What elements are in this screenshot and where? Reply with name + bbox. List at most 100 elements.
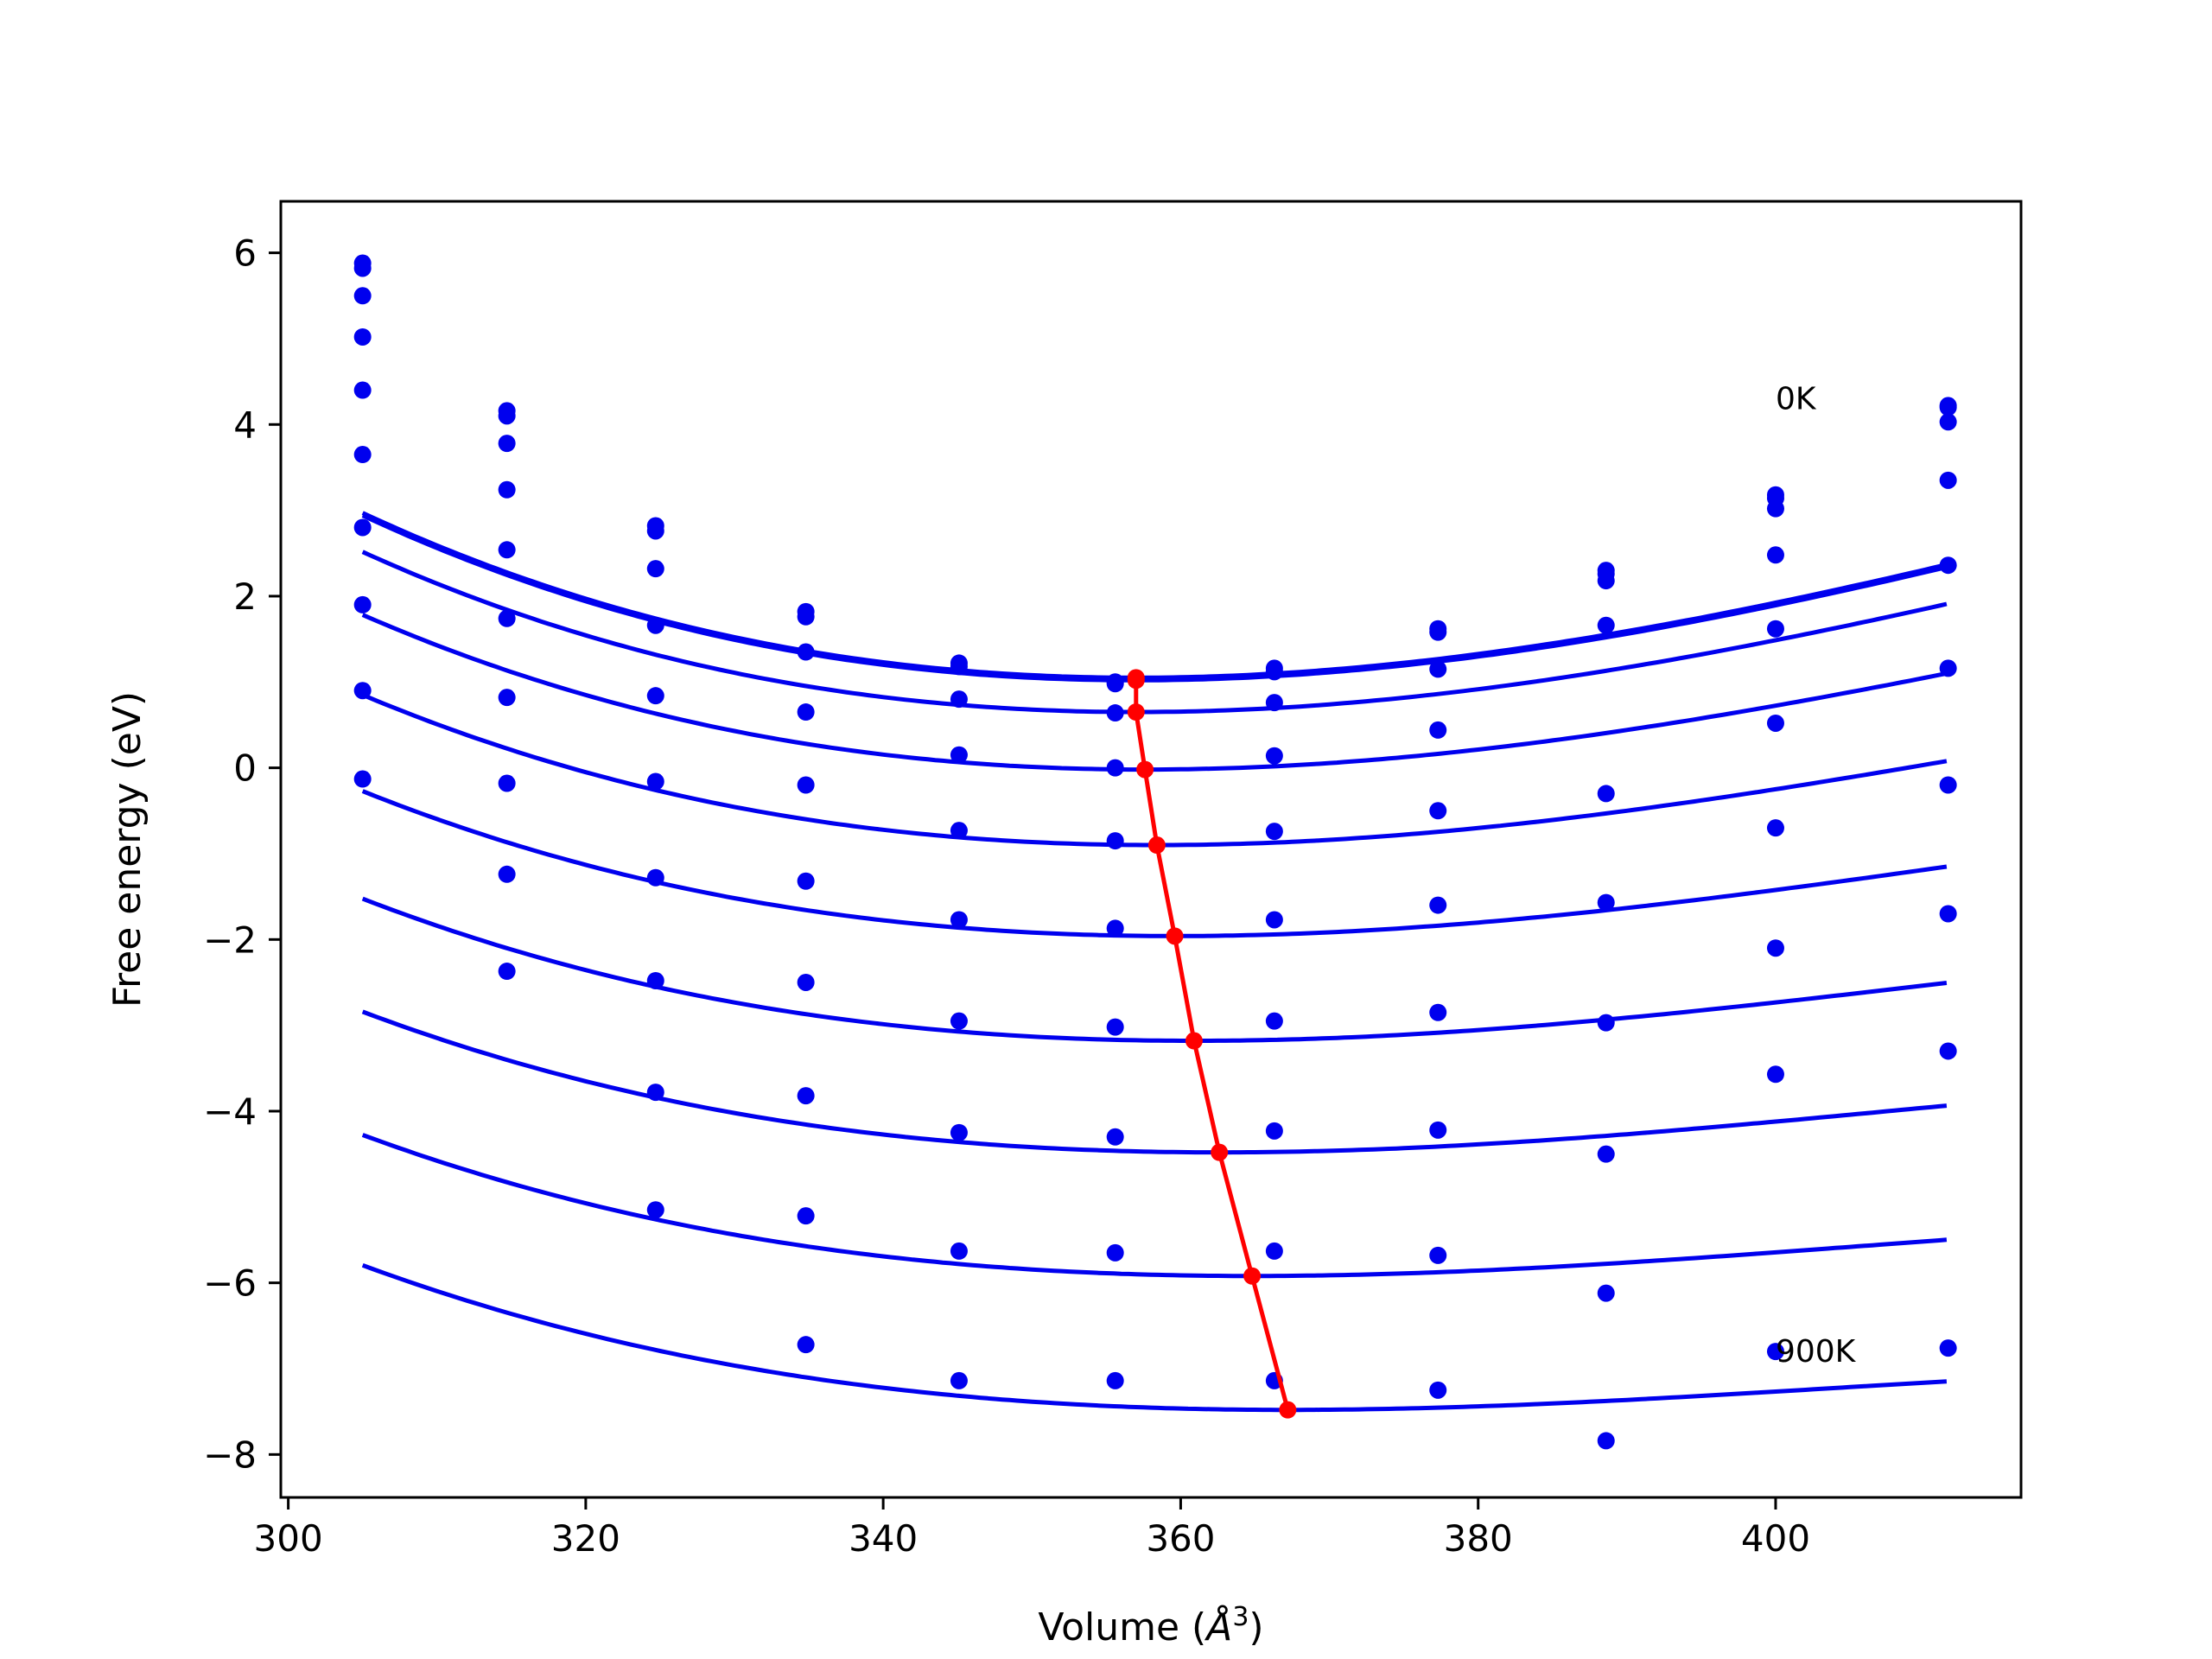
data-point [950, 746, 968, 764]
data-point [950, 1242, 968, 1260]
data-point [498, 609, 516, 627]
data-point [646, 522, 664, 540]
data-point [1429, 1003, 1447, 1021]
data-point [646, 616, 664, 634]
data-point [797, 776, 815, 794]
minimum-point [1136, 760, 1154, 779]
data-point [950, 1371, 968, 1389]
data-point [353, 381, 372, 399]
annotations-layer: 0K 900K [1776, 381, 1857, 1370]
data-point [1429, 1121, 1447, 1139]
y-tick-label: −8 [203, 1433, 257, 1476]
fit-curve-8 [361, 1133, 1948, 1279]
data-point [498, 435, 516, 453]
data-point [1766, 1343, 1784, 1361]
y-tick-label: 6 [233, 232, 257, 275]
data-point [797, 607, 815, 626]
data-point [1265, 823, 1283, 841]
data-point [797, 1336, 815, 1354]
fit-curve-3 [361, 613, 1948, 772]
data-point [1766, 1065, 1784, 1084]
data-point [950, 1012, 968, 1030]
data-point [353, 770, 372, 788]
data-point [646, 868, 664, 887]
minima-path-layer [1127, 669, 1297, 1419]
minimum-point [1127, 703, 1145, 721]
data-point [1597, 572, 1615, 590]
fit-curve-2 [361, 550, 1948, 715]
x-ticks-layer: 300 320 340 360 380 400 [254, 1497, 1810, 1560]
data-point [353, 287, 372, 305]
data-point [1939, 659, 1957, 677]
minimum-point [1279, 1401, 1297, 1419]
x-tick-label: 340 [849, 1517, 918, 1560]
data-point [1939, 776, 1957, 794]
data-point [1106, 919, 1124, 938]
plot-frame [279, 200, 2023, 1499]
data-point [1766, 714, 1784, 732]
data-point [1429, 896, 1447, 914]
fit-curve-5 [361, 789, 1948, 938]
data-point [950, 822, 968, 840]
data-point [646, 1084, 664, 1102]
data-point [646, 687, 664, 705]
data-point [1597, 1284, 1615, 1302]
data-points-layer [353, 254, 1957, 1450]
fit-curves-layer [361, 511, 1948, 1413]
data-point [797, 1207, 815, 1225]
y-tick-label: −4 [203, 1090, 257, 1133]
data-point [950, 1123, 968, 1141]
data-point [1106, 704, 1124, 722]
data-point [1597, 785, 1615, 803]
data-point [1766, 620, 1784, 638]
data-point [1265, 663, 1283, 681]
data-point [353, 446, 372, 464]
data-point [1597, 893, 1615, 912]
data-point [1939, 398, 1957, 416]
data-point [1939, 471, 1957, 489]
x-tick-label: 400 [1741, 1517, 1810, 1560]
x-tick-label: 380 [1444, 1517, 1513, 1560]
data-point [797, 872, 815, 890]
y-tick-label: 0 [233, 747, 257, 790]
data-point [1106, 1128, 1124, 1146]
x-tick-label: 300 [254, 1517, 323, 1560]
data-point [1766, 546, 1784, 564]
y-tick-label: −6 [203, 1262, 257, 1305]
data-point [1429, 721, 1447, 739]
data-point [1597, 1145, 1615, 1163]
data-point [797, 973, 815, 991]
fit-curve-7 [361, 1009, 1948, 1155]
data-point [1429, 660, 1447, 678]
data-point [950, 658, 968, 676]
data-point [1265, 911, 1283, 929]
annotation-label: 900K [1776, 1334, 1857, 1370]
data-point [1106, 1371, 1124, 1389]
data-point [1265, 1122, 1283, 1140]
y-axis-label: Free energy (eV) [105, 691, 149, 1007]
data-point [1939, 1042, 1957, 1060]
data-point [1597, 616, 1615, 634]
minimum-point [1147, 836, 1166, 855]
annotation-label: 0K [1776, 381, 1817, 416]
data-point [646, 772, 664, 791]
data-point [950, 911, 968, 929]
data-point [1939, 905, 1957, 923]
data-point [797, 703, 815, 721]
fit-curve-1 [361, 513, 1948, 683]
y-tick-label: −2 [203, 918, 257, 961]
data-point [646, 560, 664, 578]
data-point [353, 327, 372, 346]
data-point [353, 518, 372, 537]
minimum-point [1211, 1143, 1229, 1161]
data-point [498, 541, 516, 559]
data-point [797, 1087, 815, 1105]
data-point [498, 689, 516, 707]
data-point [1597, 1014, 1615, 1032]
x-axis-label: Volume (Å3) [1038, 1602, 1263, 1650]
data-point [1265, 1012, 1283, 1030]
data-point [1265, 1242, 1283, 1260]
data-point [1939, 413, 1957, 431]
